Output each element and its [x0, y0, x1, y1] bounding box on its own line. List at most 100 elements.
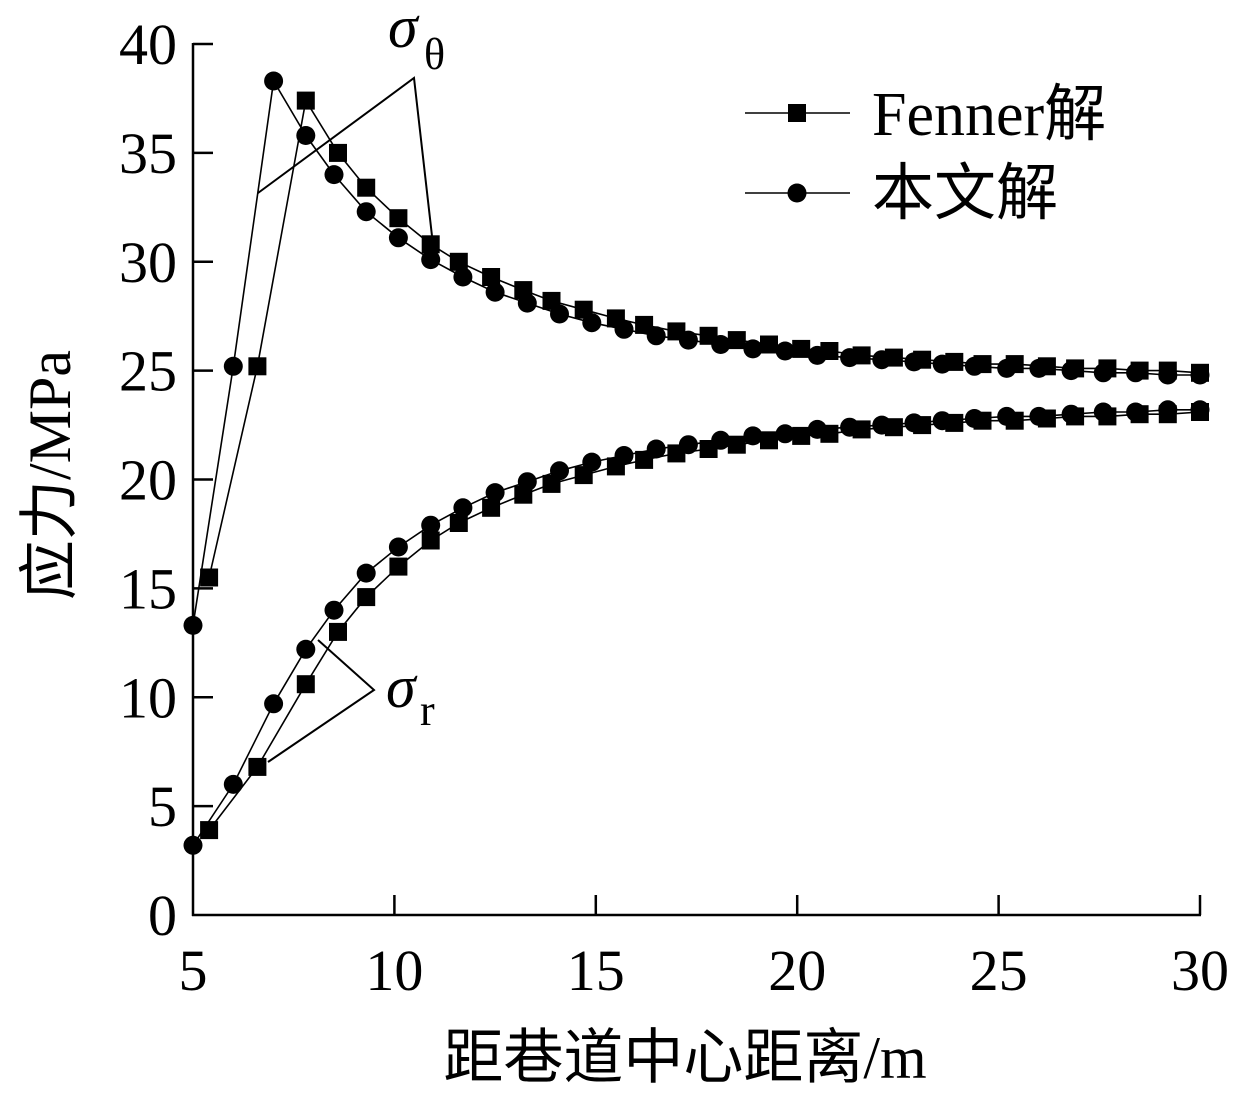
x-tick-label: 25	[970, 938, 1028, 1003]
legend-label-fenner: Fenner解	[872, 81, 1106, 149]
data-point-sigma-theta	[449, 252, 468, 271]
data-point-sigma-r	[296, 639, 316, 659]
data-point-sigma-r	[872, 415, 892, 435]
data-point-sigma-theta	[932, 354, 952, 374]
data-point-sigma-r	[296, 675, 315, 694]
data-point-sigma-theta	[296, 91, 315, 110]
data-point-sigma-theta	[678, 330, 698, 350]
data-point-sigma-r	[1061, 404, 1081, 424]
data-point-sigma-theta	[743, 339, 763, 359]
data-point-sigma-theta	[997, 358, 1017, 378]
legend: Fenner解 本文解	[745, 81, 1106, 228]
legend-label-this-paper: 本文解	[872, 160, 1058, 228]
data-point-sigma-theta	[727, 331, 746, 350]
series-circle	[183, 71, 1210, 855]
data-point-sigma-theta	[775, 341, 795, 361]
data-point-sigma-r	[635, 450, 654, 469]
data-point-sigma-theta	[1061, 361, 1081, 381]
data-point-sigma-theta	[421, 235, 440, 254]
x-axis-title: 距巷道中心距离/m	[443, 1025, 926, 1091]
annotation-leader-line	[267, 639, 376, 763]
data-point-sigma-r	[775, 424, 795, 444]
data-point-sigma-theta	[807, 345, 827, 365]
x-tick-label: 30	[1171, 938, 1229, 1003]
data-point-sigma-theta	[1126, 363, 1146, 383]
x-tick-label: 15	[567, 938, 625, 1003]
legend-marker	[787, 183, 807, 203]
data-point-sigma-theta	[711, 335, 731, 354]
data-point-sigma-r	[453, 498, 473, 518]
data-point-sigma-r	[904, 413, 924, 433]
data-point-sigma-theta	[357, 178, 376, 197]
data-point-sigma-r	[582, 452, 602, 472]
data-point-sigma-theta	[792, 339, 811, 358]
data-point-sigma-r	[421, 531, 440, 550]
data-point-sigma-r	[614, 446, 634, 465]
data-point-sigma-theta	[1158, 365, 1178, 385]
data-point-sigma-theta	[200, 568, 219, 587]
data-point-sigma-r	[932, 411, 952, 431]
data-point-sigma-r	[485, 483, 505, 503]
annotation-sigma-r: σ r	[267, 639, 435, 763]
data-point-sigma-r	[421, 515, 441, 535]
data-point-sigma-r	[389, 557, 408, 576]
data-point-sigma-r	[482, 498, 501, 517]
data-point-sigma-r	[550, 461, 569, 481]
data-point-sigma-theta	[840, 348, 860, 368]
data-point-sigma-theta	[550, 304, 569, 324]
data-point-sigma-theta	[388, 228, 408, 248]
data-point-sigma-r	[678, 435, 698, 455]
y-tick-label: 20	[119, 448, 177, 513]
data-point-sigma-r	[517, 472, 537, 492]
y-tick-label: 40	[119, 12, 177, 77]
annotation-sigma-theta: σ θ	[257, 0, 445, 237]
y-axis-title: 应力/MPa	[17, 350, 83, 600]
data-point-sigma-r	[792, 426, 811, 445]
data-point-sigma-r	[727, 435, 746, 454]
data-point-sigma-theta	[872, 350, 892, 370]
data-point-sigma-theta	[582, 313, 602, 333]
data-point-sigma-theta	[324, 165, 344, 185]
data-point-sigma-theta	[421, 250, 441, 270]
data-point-sigma-theta	[904, 352, 924, 372]
legend-square-marker	[788, 104, 806, 122]
y-tick-label: 10	[119, 665, 177, 730]
data-point-sigma-r	[357, 588, 376, 607]
annotation-leader-line	[257, 76, 433, 237]
data-point-sigma-r	[248, 757, 267, 776]
data-point-sigma-theta	[1093, 363, 1113, 383]
y-tick-label: 15	[119, 556, 177, 621]
data-point-sigma-r	[997, 406, 1017, 426]
data-point-sigma-r	[1158, 400, 1178, 420]
data-point-sigma-r	[324, 600, 344, 620]
data-point-sigma-r	[1093, 402, 1113, 422]
data-point-sigma-theta	[329, 143, 347, 162]
data-point-sigma-theta	[614, 319, 634, 339]
data-point-sigma-theta	[264, 71, 284, 91]
data-point-sigma-theta	[356, 202, 376, 222]
data-point-sigma-r	[1029, 406, 1049, 426]
data-point-sigma-theta	[485, 282, 505, 302]
data-point-sigma-theta	[964, 356, 984, 376]
data-point-sigma-r	[200, 821, 219, 840]
data-point-sigma-theta	[223, 356, 243, 376]
legend-entry-fenner: Fenner解	[745, 81, 1106, 149]
data-point-sigma-r	[388, 537, 408, 557]
annotation-symbol: σ	[388, 0, 420, 60]
data-point-sigma-theta	[1029, 358, 1049, 378]
data-point-sigma-theta	[646, 326, 666, 346]
data-point-sigma-r	[646, 439, 666, 459]
data-point-sigma-r	[356, 563, 376, 583]
data-point-sigma-r	[1190, 400, 1210, 420]
data-point-sigma-r	[264, 694, 284, 714]
data-point-sigma-r	[223, 774, 243, 794]
data-point-sigma-theta	[635, 315, 654, 334]
x-tick-label: 20	[768, 938, 826, 1003]
x-tick-label: 5	[179, 938, 208, 1003]
data-point-sigma-theta	[248, 357, 267, 376]
y-tick-label: 5	[148, 774, 177, 839]
data-point-sigma-r	[329, 622, 347, 641]
y-tick-label: 25	[119, 339, 177, 404]
data-point-sigma-theta	[453, 267, 473, 287]
